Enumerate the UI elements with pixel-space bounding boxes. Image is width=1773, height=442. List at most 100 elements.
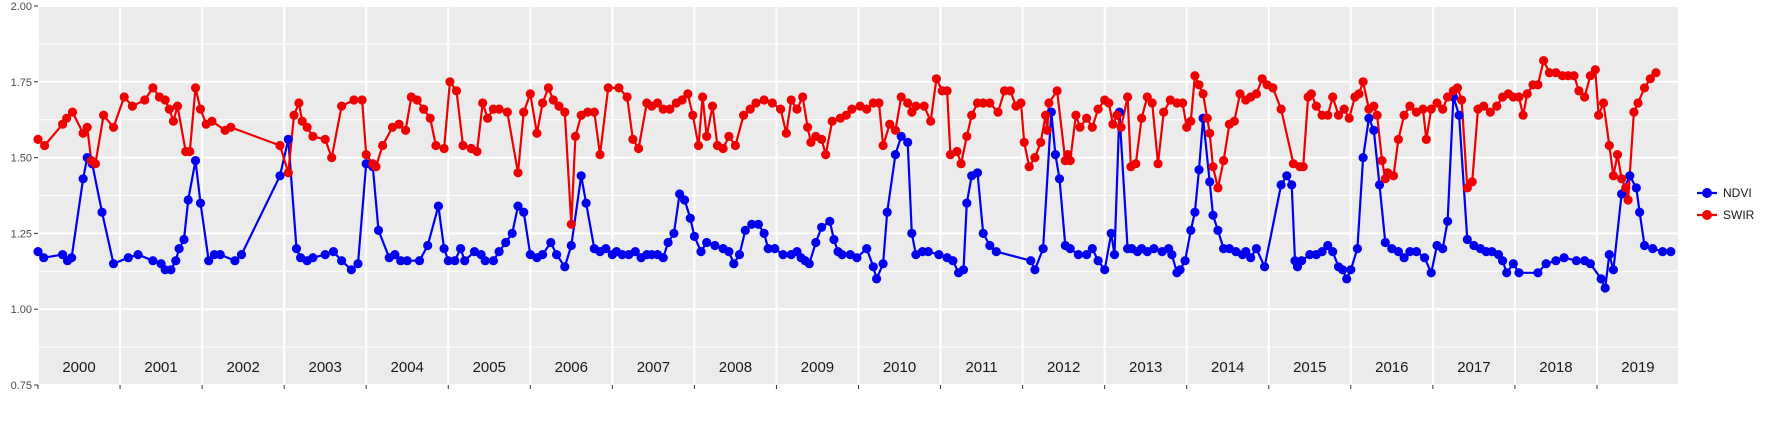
- ndvi-point: [882, 207, 892, 217]
- swir-point: [445, 77, 455, 87]
- ndvi-point: [58, 250, 68, 260]
- swir-point: [401, 125, 411, 135]
- swir-point: [745, 104, 755, 114]
- swir-point: [776, 104, 786, 114]
- year-label-2000: 2000: [62, 359, 95, 376]
- major-gridlines: [37, 5, 1680, 386]
- y-tick-label: 2.00: [11, 1, 32, 13]
- swir-point: [1159, 107, 1169, 117]
- ndvi-point: [1282, 171, 1292, 181]
- swir-point: [1372, 110, 1382, 120]
- swir-point: [1569, 71, 1579, 81]
- swir-point: [560, 107, 570, 117]
- series-points: [33, 56, 1676, 293]
- swir-point: [1071, 110, 1081, 120]
- ndvi-point: [852, 253, 862, 263]
- swir-point: [119, 92, 129, 102]
- swir-point: [1399, 110, 1409, 120]
- swir-point: [1339, 104, 1349, 114]
- swir-point: [1186, 116, 1196, 126]
- ndvi-point: [552, 250, 562, 260]
- swir-point: [1153, 159, 1163, 169]
- ndvi-point: [1241, 247, 1251, 257]
- ndvi-point: [1508, 259, 1518, 269]
- ndvi-point: [729, 259, 739, 269]
- swir-point: [911, 101, 921, 111]
- ndvi-point: [811, 237, 821, 248]
- swir-point: [1328, 92, 1338, 102]
- legend-key-point-ndvi: [1702, 188, 1712, 198]
- ndvi-point: [759, 228, 769, 238]
- ndvi-point: [1087, 244, 1097, 254]
- year-label-2018: 2018: [1539, 359, 1572, 376]
- ndvi-point: [1346, 265, 1356, 275]
- ndvi-point: [958, 265, 969, 275]
- ndvi-point: [1054, 174, 1065, 184]
- swir-point: [195, 104, 206, 114]
- swir-point: [538, 98, 548, 108]
- swir-point: [1479, 101, 1489, 111]
- ndvi-point: [519, 207, 529, 217]
- year-label-2014: 2014: [1211, 359, 1244, 376]
- ndvi-point: [1369, 125, 1379, 135]
- swir-point: [1194, 80, 1204, 90]
- swir-point: [1651, 68, 1661, 78]
- swir-point: [1087, 122, 1097, 132]
- swir-point: [1044, 98, 1054, 108]
- swir-point: [494, 104, 504, 114]
- swir-point: [603, 83, 613, 93]
- swir-point: [1629, 107, 1639, 117]
- swir-point: [394, 119, 404, 129]
- swir-point: [1426, 104, 1436, 114]
- ndvi-point: [923, 247, 933, 257]
- ndvi-point: [978, 228, 988, 238]
- ndvi-point: [1604, 250, 1614, 260]
- ndvi-point: [1648, 244, 1658, 254]
- year-label-2003: 2003: [308, 359, 341, 376]
- swir-point: [1268, 83, 1278, 93]
- ndvi-point: [685, 213, 695, 223]
- ndvi-point: [433, 201, 443, 211]
- swir-point: [1052, 86, 1062, 96]
- ndvi-point: [948, 256, 958, 266]
- legend: NDVI SWIR: [1697, 186, 1755, 222]
- swir-point: [1131, 159, 1141, 169]
- ndvi-point: [1364, 113, 1374, 123]
- swir-point: [1042, 125, 1052, 135]
- swir-point: [164, 104, 174, 114]
- ndvi-point: [829, 234, 839, 245]
- swir-point: [698, 92, 708, 102]
- swir-point: [1323, 110, 1333, 120]
- swir-point: [931, 74, 942, 84]
- ndvi-point: [171, 256, 181, 266]
- swir-point: [1276, 104, 1286, 114]
- swir-point: [1388, 171, 1399, 181]
- swir-point: [1306, 89, 1316, 99]
- ndvi-point: [513, 201, 523, 211]
- ndvi-point: [862, 244, 872, 254]
- ndvi-point: [1190, 207, 1200, 217]
- swir-point: [786, 95, 796, 105]
- year-label-2019: 2019: [1621, 359, 1654, 376]
- ndvi-point: [1194, 165, 1204, 175]
- swir-point: [1108, 119, 1118, 129]
- ndvi-point: [985, 240, 995, 251]
- ndvi-point: [1625, 171, 1635, 181]
- ndvi-point: [183, 195, 193, 205]
- swir-point: [1235, 89, 1245, 99]
- swir-point: [67, 107, 78, 117]
- swir-point: [767, 98, 777, 108]
- ndvi-point: [1038, 244, 1048, 254]
- year-label-2013: 2013: [1129, 359, 1162, 376]
- swir-point: [207, 116, 217, 126]
- swir-point: [33, 134, 43, 144]
- ndvi-point: [576, 171, 586, 181]
- swir-point: [903, 98, 913, 108]
- ndvi-point: [1571, 256, 1581, 266]
- ndvi-point: [1050, 150, 1060, 160]
- ndvi-point: [1658, 247, 1668, 257]
- ndvi-point: [439, 244, 449, 254]
- swir-point: [595, 150, 605, 160]
- swir-point: [458, 140, 468, 151]
- ndvi-point: [1585, 259, 1595, 269]
